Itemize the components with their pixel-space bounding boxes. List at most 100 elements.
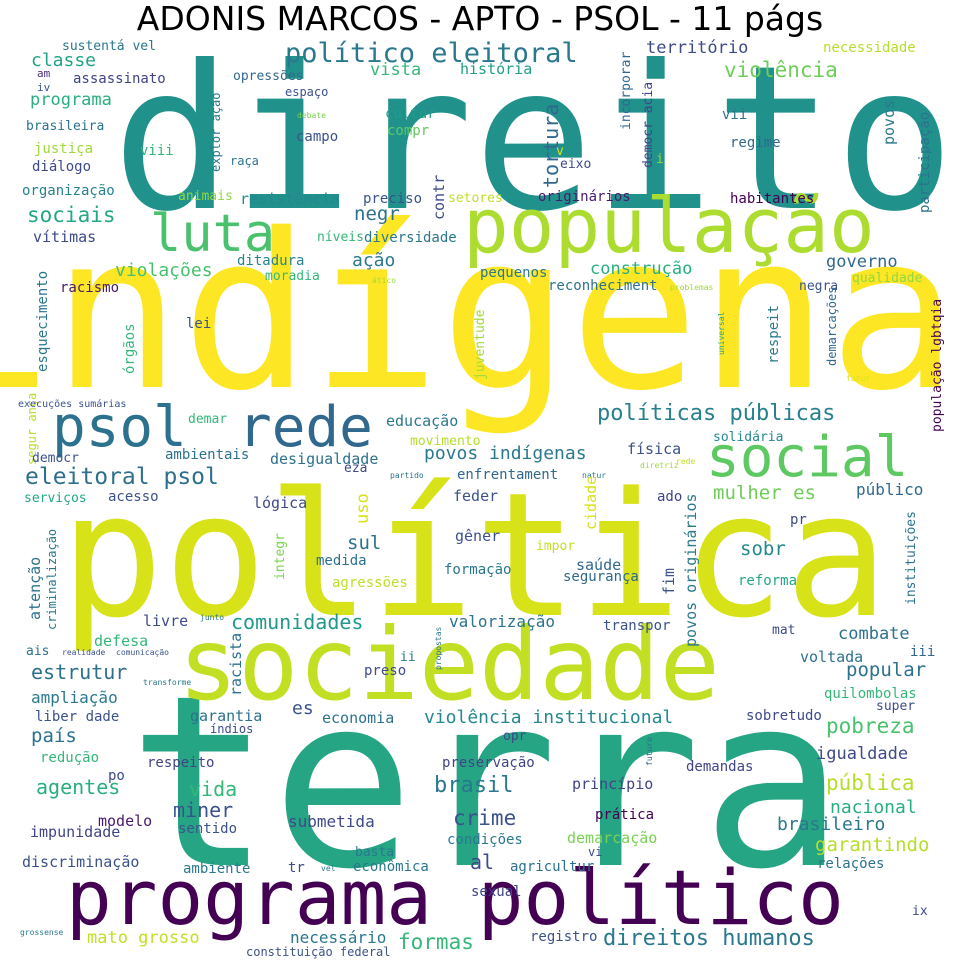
cloud-word: participação [917, 111, 933, 213]
cloud-word: sociais [27, 203, 116, 227]
cloud-word: direito [112, 23, 955, 256]
cloud-word: gêner [455, 527, 501, 545]
cloud-word: sociedade [178, 606, 720, 723]
cloud-word: originários [538, 189, 631, 205]
cloud-word: saúde [576, 556, 622, 574]
cloud-word: redução [40, 750, 100, 766]
cloud-word: ambientais [165, 447, 250, 463]
cloud-word: viii [140, 143, 174, 159]
cloud-word: fim [660, 567, 678, 595]
cloud-word: comunicação [116, 648, 169, 657]
cloud-word: país [31, 725, 77, 747]
cloud-word: registro [530, 929, 598, 945]
cloud-word: ix [912, 904, 928, 919]
cloud-word: democr acia [641, 81, 656, 168]
cloud-word: ampliação [31, 688, 118, 707]
cloud-word: v [556, 144, 564, 159]
cloud-word: valorização [449, 612, 555, 631]
cloud-word: violações [115, 260, 213, 281]
cloud-word: espaço [285, 85, 329, 99]
cloud-word: opressões [233, 69, 304, 84]
cloud-word: pública [826, 771, 915, 795]
cloud-word: contr [430, 174, 448, 220]
cloud-word: am [37, 67, 51, 80]
cloud-word: combate [838, 624, 910, 644]
cloud-word: realidade [62, 648, 106, 657]
cloud-word: ambiente [183, 861, 251, 877]
cloud-word: instituições [904, 511, 919, 605]
cloud-word: necessário [290, 928, 387, 947]
cloud-word: direitos humanos [603, 926, 815, 951]
cloud-word: diálogo [32, 159, 92, 175]
cloud-word: feder [453, 487, 499, 505]
cloud-word: políticas públicas [597, 401, 836, 426]
cloud-word: livre [143, 612, 189, 630]
cloud-word: político eleitoral [285, 38, 578, 69]
cloud-word: vista [370, 60, 422, 80]
cloud-word: reconheciment [548, 278, 658, 294]
cloud-word: programa político [66, 853, 844, 942]
cloud-word: juventude [473, 309, 488, 380]
cloud-word: incorporar [619, 51, 634, 130]
cloud-word: problemas [670, 283, 714, 292]
cloud-word: preservação [442, 755, 535, 771]
cloud-word: lei [186, 316, 212, 332]
cloud-word: esquecimento [35, 270, 51, 372]
cloud-word: junto [200, 613, 225, 622]
cloud-word: classe [31, 50, 97, 71]
cloud-word: transforme [143, 678, 192, 687]
cloud-word: basta [355, 845, 395, 860]
cloud-word: preciso [363, 191, 423, 207]
cloud-word: nacional [830, 797, 917, 818]
cloud-word: formas [398, 930, 474, 954]
cloud-word: solidária [713, 430, 784, 445]
cloud-word: regime [730, 135, 781, 151]
cloud-word: organização [22, 183, 115, 199]
cloud-word: discriminação [22, 853, 140, 871]
cloud-word: física [627, 440, 682, 458]
cloud-word: medida [316, 553, 367, 569]
cloud-word: negra [799, 279, 839, 294]
cloud-word: psol [52, 395, 187, 460]
cloud-word: partido [390, 471, 424, 480]
cloud-word: educação [386, 412, 459, 430]
cloud-word: desigualdade [270, 450, 379, 468]
cloud-word: popular [846, 659, 927, 681]
cloud-word: enfrentament [457, 467, 559, 483]
cloud-word: vítimas [33, 228, 97, 246]
cloud-word: liber dade [35, 709, 120, 725]
cloud-word: atenção [26, 556, 44, 620]
cloud-word: respeito [147, 755, 215, 771]
cloud-word: constituição federal [246, 945, 391, 959]
cloud-word: demarcação [567, 829, 658, 847]
cloud-word: submetida [288, 812, 375, 831]
cloud-word: quilombolas [824, 686, 917, 702]
cloud-word: debate [297, 111, 326, 120]
cloud-word: terra [128, 645, 845, 922]
cloud-word: população [463, 181, 875, 270]
cloud-word: agressões [332, 575, 408, 591]
cloud-word: ático [372, 276, 397, 285]
cloud-word: igualdade [816, 744, 909, 764]
cloud-word: índios [210, 722, 254, 736]
cloud-word: justiça [34, 141, 94, 157]
cloud-word: níveis [317, 230, 364, 245]
cloud-word: opr [503, 729, 527, 744]
cloud-word: sentido [178, 821, 238, 837]
cloud-word: tr [288, 860, 305, 876]
cloud-word: eza [344, 461, 368, 476]
cloud-word: preso [364, 663, 407, 679]
cloud-word: criminalização [45, 528, 59, 630]
cloud-word: acesso [108, 489, 159, 505]
cloud-word: voltada [800, 648, 864, 666]
cloud-word: cidade [582, 475, 600, 530]
cloud-word: território [646, 38, 749, 58]
cloud-word: população lgbtqia [930, 298, 945, 432]
cloud-word: brasil [434, 773, 514, 798]
cloud-word: diversidade [364, 230, 457, 246]
cloud-word: rede [238, 395, 373, 460]
cloud-word: público [856, 480, 924, 499]
cloud-word: garantia [190, 707, 263, 725]
cloud-word: po [108, 768, 125, 784]
cloud-word: necessidade [823, 40, 916, 56]
